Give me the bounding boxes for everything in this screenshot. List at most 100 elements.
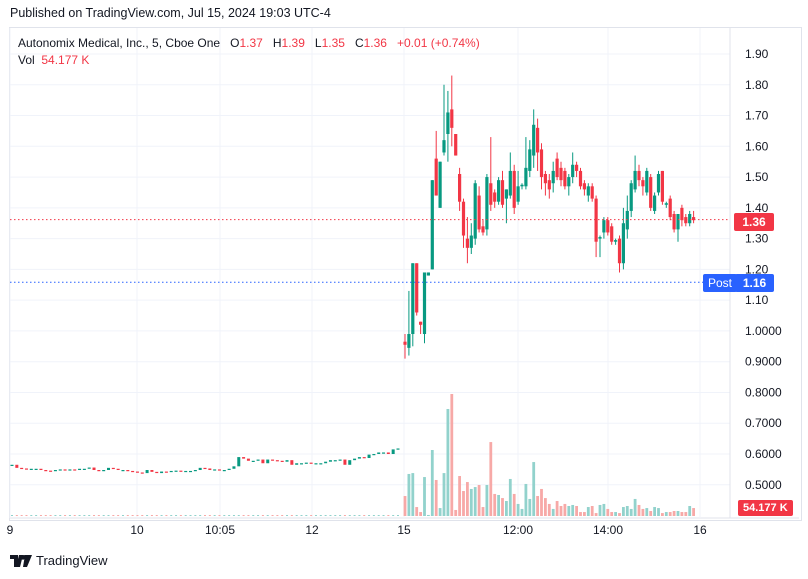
premarket-volume-bar: [237, 515, 240, 516]
open-label: O: [230, 36, 240, 50]
candle-body: [403, 341, 407, 345]
volume-bar: [547, 503, 551, 516]
volume-bar: [411, 473, 415, 516]
footer-brand[interactable]: TradingView: [10, 553, 108, 568]
candle-body: [493, 192, 497, 202]
volume-bar: [481, 507, 485, 516]
premarket-volume-bar: [179, 515, 182, 516]
y-tick-label: 1.60: [745, 139, 769, 153]
premarket-candle: [217, 469, 221, 471]
candle-body: [543, 174, 547, 184]
premarket-volume-bar: [223, 515, 226, 516]
x-tick-label: 16: [693, 523, 707, 537]
brand-name: TradingView: [36, 553, 108, 568]
candle-body: [450, 109, 454, 128]
premarket-volume-bar: [305, 515, 308, 516]
premarket-candle: [328, 460, 332, 462]
candle-body: [617, 238, 622, 264]
premarket-candle: [309, 462, 313, 464]
y-tick-label: 0.7000: [745, 416, 782, 430]
x-tick-label: 12: [305, 523, 319, 537]
volume-bar: [516, 503, 520, 516]
candle-body: [438, 161, 442, 208]
volume-bar: [497, 494, 500, 516]
candle-body: [497, 180, 501, 202]
volume-bar: [633, 498, 637, 516]
premarket-volume-bar: [39, 515, 42, 516]
premarket-candle: [285, 460, 289, 462]
candle-body: [520, 184, 524, 187]
volume-bar: [532, 462, 536, 516]
volume-bar: [446, 408, 450, 516]
premarket-volume-bar: [35, 515, 38, 516]
premarket-volume-bar: [329, 515, 332, 516]
volume-bar: [520, 508, 524, 516]
premarket-volume-bar: [199, 515, 202, 516]
candle-body: [500, 180, 505, 205]
premarket-candle: [377, 452, 381, 455]
candle-body: [567, 177, 571, 187]
premarket-volume-bar: [286, 515, 289, 516]
premarket-volume-bar: [257, 515, 260, 516]
volume-bar: [544, 498, 547, 516]
candle-body: [504, 189, 508, 199]
premarket-volume-bar: [64, 515, 67, 516]
premarket-candle: [324, 461, 328, 464]
candle-body: [415, 263, 419, 313]
premarket-volume-bar: [232, 515, 235, 516]
candle-body: [680, 207, 684, 221]
candle-body: [516, 186, 520, 202]
low-value: 1.35: [321, 36, 345, 50]
premarket-volume-bar: [392, 515, 395, 516]
premarket-candle: [237, 457, 241, 467]
premarket-volume-bar: [68, 515, 71, 516]
candle-body: [578, 170, 583, 187]
volume-bar: [415, 507, 419, 516]
premarket-candle: [29, 468, 33, 470]
volume-label: Vol: [18, 53, 35, 67]
candle-body: [469, 235, 473, 248]
volume-bar: [684, 512, 688, 516]
volume-bar: [618, 513, 621, 516]
volume-bar: [423, 477, 426, 516]
volume-bar: [462, 491, 465, 516]
volume-bar: [438, 508, 442, 516]
x-tick-label: 10:05: [205, 523, 235, 537]
volume-bar: [434, 479, 438, 516]
volume-bar: [688, 506, 692, 516]
candle-body: [465, 238, 469, 248]
volume-bar: [473, 487, 477, 516]
premarket-candle: [179, 470, 183, 472]
symbol-name[interactable]: Autonomix Medical, Inc., 5, Cboe One: [18, 36, 221, 50]
premarket-candle: [24, 468, 28, 470]
volume-bar: [403, 496, 407, 516]
volume-bar: [590, 506, 594, 516]
volume-bar: [536, 496, 539, 516]
candle-body: [653, 195, 657, 211]
premarket-volume-bar: [218, 515, 221, 516]
volume-bar: [653, 507, 656, 516]
premarket-volume-bar: [54, 515, 57, 516]
volume-bar: [505, 501, 508, 516]
candle-body: [422, 272, 427, 335]
last-price-tag: 1.36: [734, 213, 774, 231]
premarket-volume-bar: [165, 515, 168, 516]
premarket-candle: [304, 462, 308, 464]
premarket-candle: [107, 467, 110, 471]
volume-bar: [485, 484, 489, 516]
candle-body: [637, 170, 641, 181]
candle-body: [454, 134, 458, 156]
candle-body: [539, 149, 544, 178]
premarket-volume-bar: [334, 515, 337, 516]
volume-bar: [661, 513, 664, 516]
premarket-candle: [280, 460, 284, 462]
premarket-candle: [314, 463, 318, 465]
chart-legend: Autonomix Medical, Inc., 5, Cboe One O 1.…: [18, 35, 480, 69]
premarket-candle: [266, 459, 270, 464]
premarket-candle: [160, 471, 164, 474]
volume-bar: [602, 503, 606, 516]
premarket-candle: [164, 471, 168, 473]
volume-bar: [489, 442, 493, 516]
candle-body: [672, 214, 676, 230]
